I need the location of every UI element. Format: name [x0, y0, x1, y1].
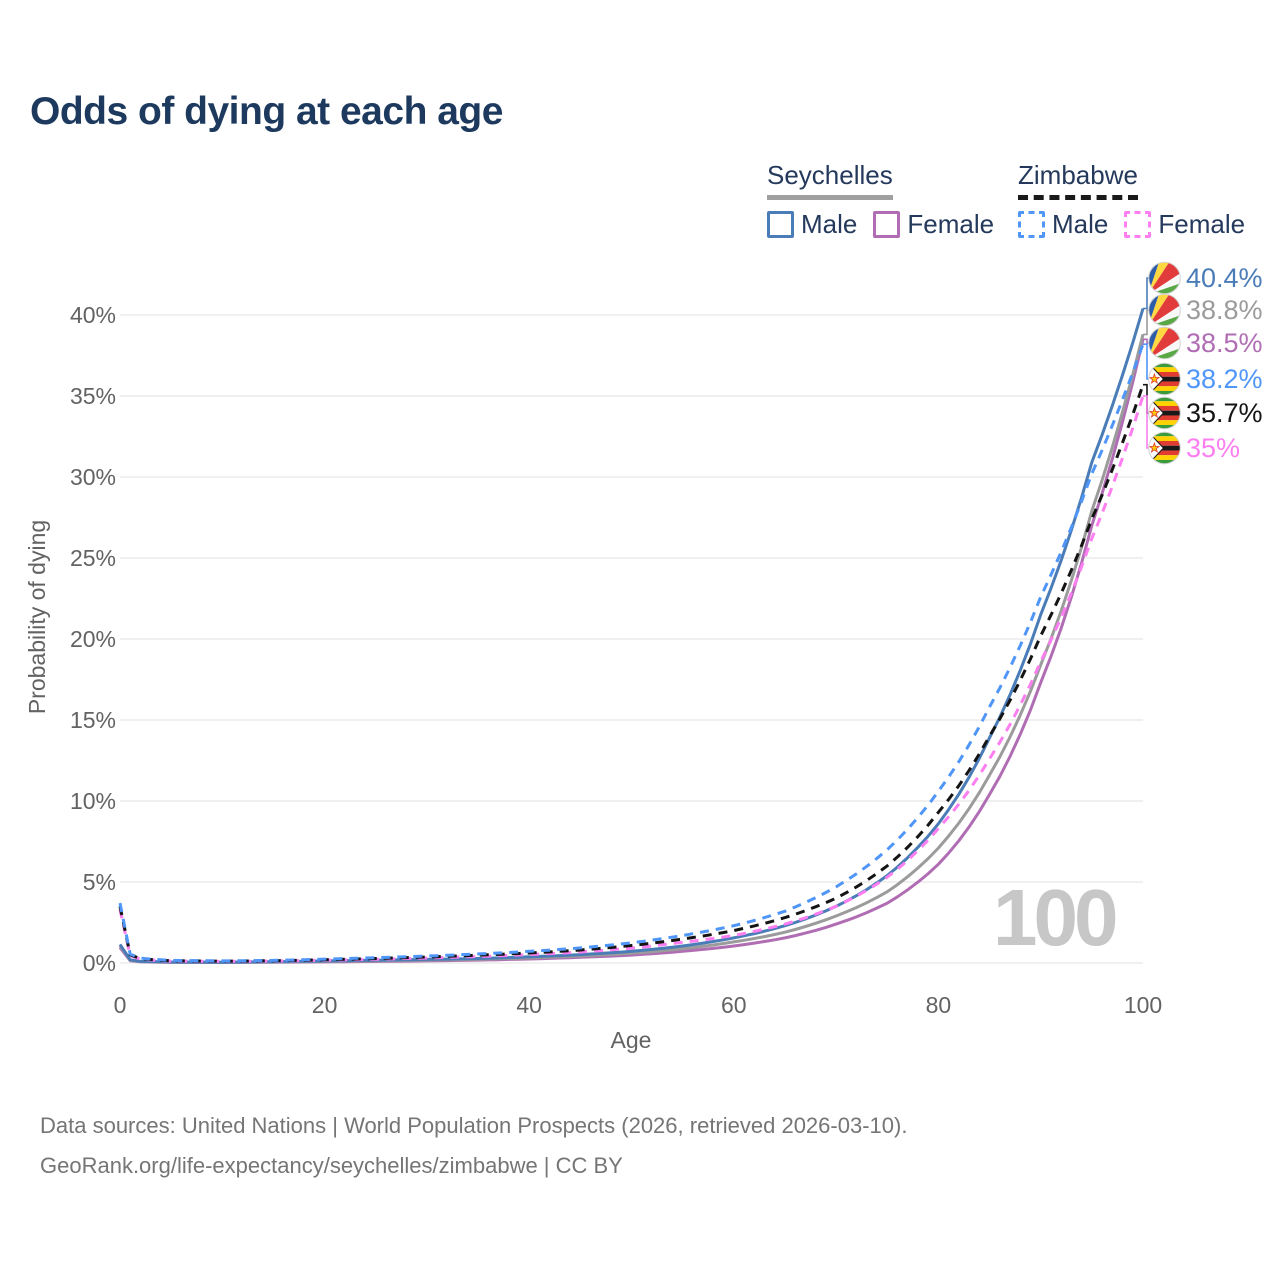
y-tick-label: 30%	[70, 464, 116, 490]
zimbabwe-flag-icon	[1147, 395, 1181, 430]
end-value-label-zimbabwe-female: 35%	[1186, 433, 1240, 463]
series-lines	[118, 308, 1145, 964]
x-tick-label: 60	[721, 992, 747, 1018]
y-axis-title: Probability of dying	[24, 520, 50, 714]
legend-group-seychelles: Seychelles Male Female	[767, 160, 1010, 240]
y-tick-label: 25%	[70, 545, 116, 571]
series-line-seychelles-male[interactable]	[118, 308, 1145, 964]
y-tick-label: 15%	[70, 707, 116, 733]
y-tick-label: 10%	[70, 788, 116, 814]
legend-header-seychelles: Seychelles	[767, 160, 893, 200]
end-value-label-seychelles-both: 38.8%	[1186, 295, 1263, 325]
page-title: Odds of dying at each age	[30, 90, 503, 133]
x-tick-label: 100	[1124, 992, 1162, 1018]
mortality-chart: 0% 5% 10% 15% 20% 25% 30% 35% 40% 0 20 40 60 80 100 4…	[24, 0, 1263, 1053]
footer: Data sources: United Nations | World Pop…	[40, 1106, 907, 1186]
y-axis-tick-labels: 0% 5% 10% 15% 20% 25% 30% 35% 40%	[70, 302, 116, 976]
x-tick-label: 0	[114, 992, 127, 1018]
age-watermark: 100	[993, 873, 1119, 962]
series-line-seychelles-female[interactable]	[118, 338, 1145, 964]
series-line-zimbabwe-both[interactable]	[118, 384, 1145, 963]
y-tick-label: 40%	[70, 302, 116, 328]
end-value-label-seychelles-male: 40.4%	[1186, 263, 1263, 293]
zimbabwe-flag-icon	[1147, 430, 1181, 465]
end-value-label-seychelles-female: 38.5%	[1186, 328, 1263, 358]
seychelles-female-checkbox[interactable]	[873, 211, 901, 238]
seychelles-flag-icon	[1148, 262, 1181, 295]
series-line-zimbabwe-female[interactable]	[118, 395, 1145, 963]
end-label-connector	[1143, 395, 1151, 449]
x-tick-label: 80	[926, 992, 952, 1018]
end-value-label-zimbabwe-male: 38.2%	[1186, 364, 1263, 394]
zimbabwe-female-label: Female	[1158, 209, 1246, 239]
seychelles-male-label: Male	[801, 209, 858, 239]
footer-data-sources: Data sources: United Nations | World Pop…	[40, 1113, 908, 1138]
x-tick-label: 40	[516, 992, 542, 1018]
series-line-seychelles-both[interactable]	[118, 334, 1145, 964]
footer-attribution: GeoRank.org/life-expectancy/seychelles/z…	[40, 1153, 623, 1178]
end-value-label-zimbabwe-both: 35.7%	[1186, 398, 1263, 428]
zimbabwe-male-label: Male	[1052, 209, 1109, 239]
x-axis-title: Age	[611, 1027, 652, 1053]
y-tick-label: 20%	[70, 626, 116, 652]
zimbabwe-female-checkbox[interactable]	[1124, 211, 1152, 238]
series-line-zimbabwe-male[interactable]	[118, 343, 1145, 963]
zimbabwe-flag-icon	[1147, 361, 1181, 396]
x-tick-label: 20	[312, 992, 338, 1018]
zimbabwe-male-checkbox[interactable]	[1018, 211, 1045, 238]
y-tick-label: 0%	[83, 950, 116, 976]
seychelles-male-checkbox[interactable]	[767, 211, 794, 238]
seychelles-flag-icon	[1148, 327, 1181, 360]
y-tick-label: 35%	[70, 383, 116, 409]
gridlines	[120, 314, 1143, 964]
seychelles-female-label: Female	[907, 209, 995, 239]
end-annotations: 40.4%38.8%38.5% 38.2% 35.7% 35%	[1143, 262, 1263, 466]
x-axis-tick-labels: 0 20 40 60 80 100	[114, 992, 1163, 1018]
seychelles-flag-icon	[1148, 294, 1181, 327]
legend-group-zimbabwe: Zimbabwe Male Female	[1018, 160, 1261, 240]
y-tick-label: 5%	[83, 869, 116, 895]
legend-header-zimbabwe: Zimbabwe	[1018, 160, 1138, 200]
